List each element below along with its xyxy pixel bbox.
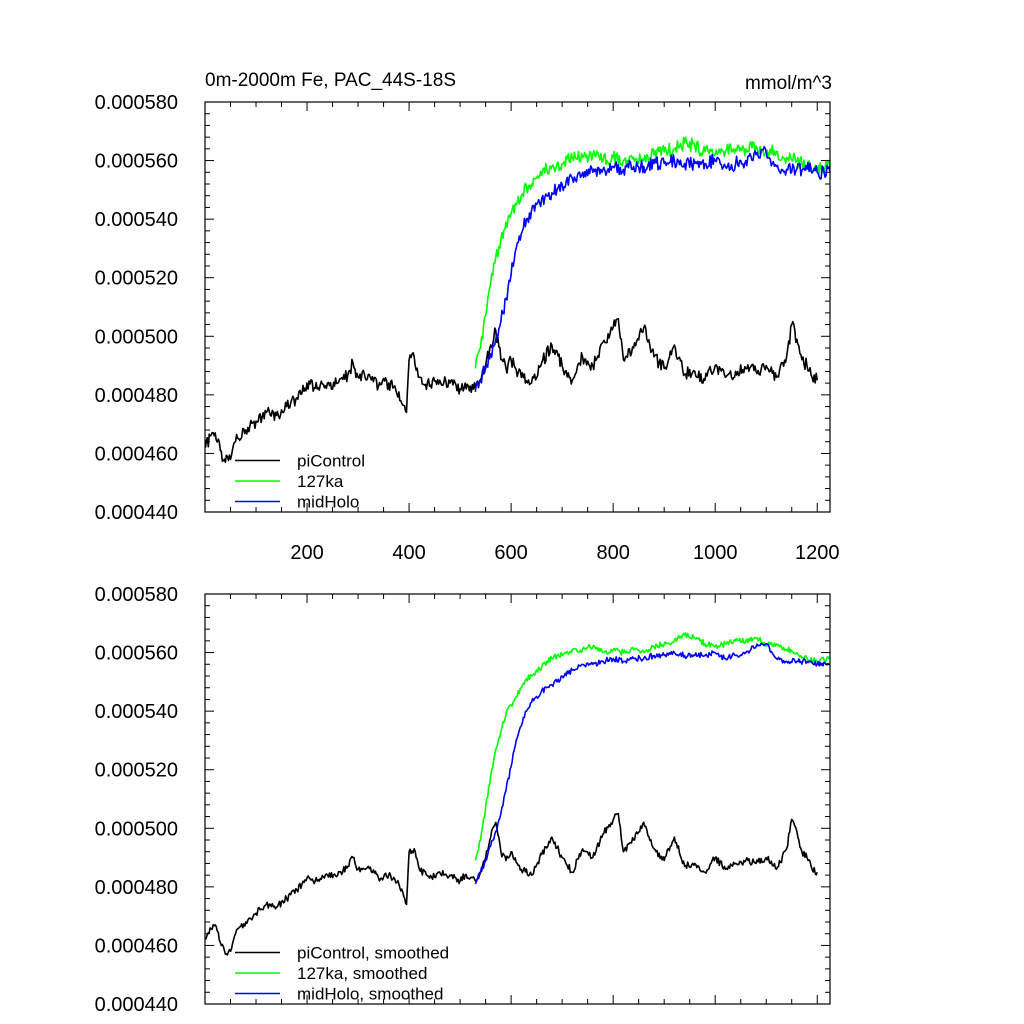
- chart-units: mmol/m^3: [745, 73, 832, 94]
- y-tick-label: 0.000540: [95, 209, 178, 231]
- y-tick-label: 0.000540: [95, 701, 178, 723]
- series-line-midholo: [474, 145, 831, 392]
- series-line-picontrol: [204, 317, 818, 463]
- y-tick-label: 0.000520: [95, 268, 178, 290]
- y-tick-label: 0.000440: [95, 994, 178, 1016]
- y-tick-label: 0.000580: [95, 584, 178, 606]
- panel-bottom: 0.000440 0.000460 0.000480 0.000500 0.000520…: [95, 584, 831, 1016]
- series-line-127ka-smoothed: [474, 632, 831, 861]
- x-tick-label: 800: [596, 542, 629, 564]
- y-tick-label: 0.000460: [95, 935, 178, 957]
- x-tick-label: 400: [392, 542, 425, 564]
- series-line-midholo-smoothed: [474, 642, 831, 885]
- x-tick-label: 200: [290, 542, 323, 564]
- series-line-127ka: [474, 136, 831, 369]
- legend-label: midHolo: [297, 493, 359, 512]
- y-tick-label: 0.000500: [95, 818, 178, 840]
- plot-frame: [204, 593, 831, 1005]
- x-tick-label: 600: [494, 542, 527, 564]
- y-tick-label: 0.000520: [95, 760, 178, 782]
- y-tick-label: 0.000560: [95, 643, 178, 665]
- plot-frame: [204, 101, 831, 513]
- legend-label: piControl: [297, 452, 365, 471]
- chart-title: 0m-2000m Fe, PAC_44S-18S: [205, 70, 456, 91]
- y-tick-label: 0.000440: [95, 502, 178, 524]
- legend-label: piControl, smoothed: [297, 944, 449, 963]
- y-tick-label: 0.000560: [95, 151, 178, 173]
- legend-label: 127ka, smoothed: [297, 964, 427, 983]
- x-tick-label: 1200: [795, 542, 840, 564]
- legend-label: midHolo, smoothed: [297, 985, 443, 1004]
- panel-top: 0.000440 0.000460 0.000480 0.000500 0.000520…: [95, 70, 840, 564]
- legend-label: 127ka: [297, 472, 344, 491]
- y-tick-label: 0.000480: [95, 385, 178, 407]
- x-tick-label: 1000: [693, 542, 738, 564]
- series-line-picontrol-smoothed: [204, 812, 818, 956]
- y-tick-label: 0.000500: [95, 326, 178, 348]
- y-tick-label: 0.000580: [95, 92, 178, 114]
- y-tick-label: 0.000480: [95, 877, 178, 899]
- y-tick-label: 0.000460: [95, 443, 178, 465]
